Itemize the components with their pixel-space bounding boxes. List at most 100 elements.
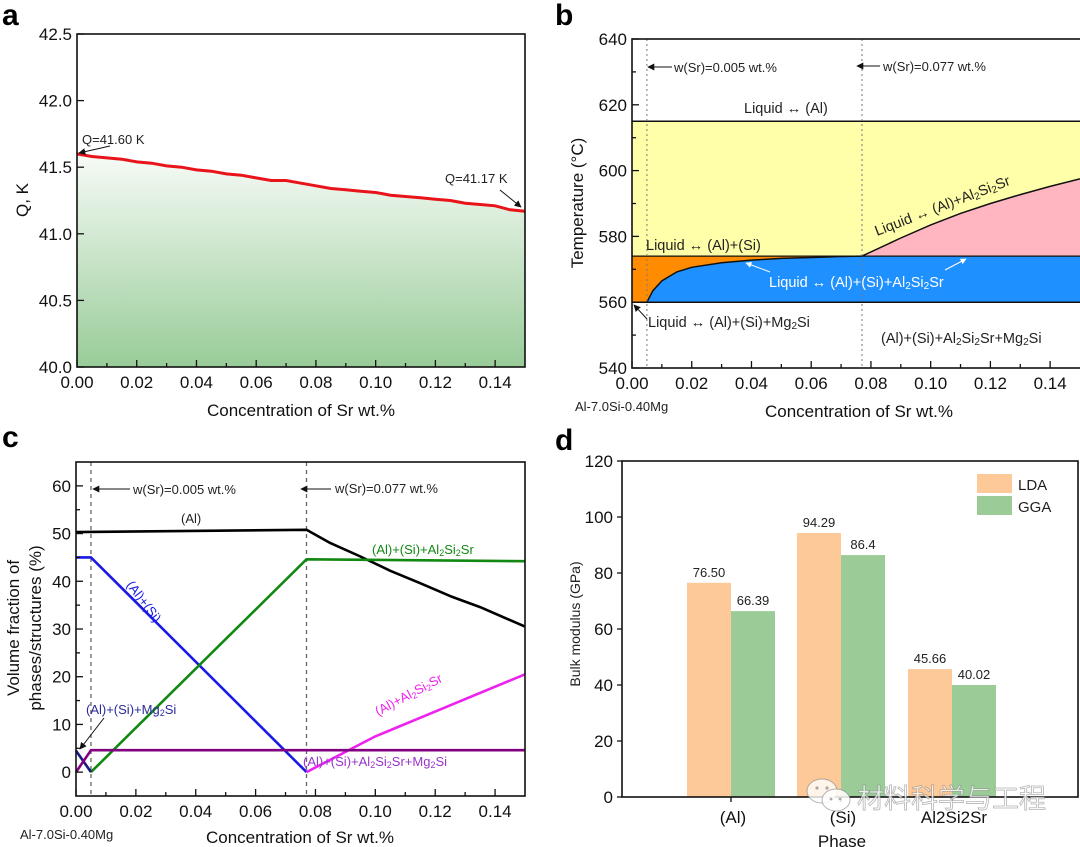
panel-c-ref-label-2: w(Sr)=0.077 wt.% bbox=[334, 481, 438, 496]
panel-c-ytick-label: 20 bbox=[52, 668, 71, 687]
panel-c-series-line-1 bbox=[75, 528, 526, 628]
panel-d-xtick-label: (Al) bbox=[720, 808, 746, 827]
panel-a-xtick-label: 0.04 bbox=[180, 373, 213, 392]
panel-letter-d: d bbox=[555, 424, 573, 457]
panel-a-annotation-start: Q=41.60 K bbox=[82, 132, 145, 147]
panel-c-chart: 0.00 0.02 0.04 0.06 0.08 0.10 0.12 0.14 0 10 20 30 4… bbox=[4, 461, 526, 847]
panel-d-ytick-label: 20 bbox=[594, 732, 613, 751]
panel-c-label-al-si-al2si2sr-mg2si: (Al)+(Si)+Al2Si2Sr+Mg2Si bbox=[303, 754, 447, 770]
panel-d-xtick-label: Al2Si2Sr bbox=[921, 808, 987, 827]
panel-b-ytick-label: 540 bbox=[599, 359, 627, 378]
panel-c-xtick-label: 0.02 bbox=[119, 802, 152, 821]
panel-b-xtick-label: 0.14 bbox=[1034, 374, 1067, 393]
bar-value-label: 76.50 bbox=[693, 565, 726, 580]
panel-b-frame bbox=[631, 38, 1080, 369]
legend-label-gga: GGA bbox=[1018, 499, 1051, 516]
panel-b-xtick-label: 0.10 bbox=[914, 374, 947, 393]
panel-b-composition-label: Al-7.0Si-0.40Mg bbox=[575, 399, 668, 414]
panel-d-ytick-label: 80 bbox=[594, 564, 613, 583]
panel-a-arrow-end-icon bbox=[499, 189, 522, 208]
bar-lda bbox=[687, 582, 731, 797]
panel-letter-b: b bbox=[555, 0, 573, 32]
bar-value-label: 66.39 bbox=[737, 593, 770, 608]
panel-b-blue-boundary-curve bbox=[646, 255, 863, 303]
panel-b-ytick-label: 560 bbox=[599, 293, 627, 312]
panel-b-ytick-label: 580 bbox=[599, 227, 627, 246]
wechat-icon bbox=[806, 778, 851, 812]
panel-d-ylabel: Bulk modulus (GPa) bbox=[567, 561, 583, 686]
bar-gga bbox=[841, 555, 885, 797]
panel-b-ylabel: Temperature (°C) bbox=[568, 138, 587, 269]
panel-b-label-liquid-al-si-al2si2sr: Liquid ↔ (Al)+(Si)+Al2Si2Sr bbox=[769, 275, 944, 292]
panel-b-white-arrow-left-icon bbox=[745, 262, 771, 273]
panel-a-ytick-label: 41.0 bbox=[39, 225, 72, 244]
panel-a-xlabel: Concentration of Sr wt.% bbox=[207, 401, 395, 420]
panel-a-xtick-label: 0.00 bbox=[60, 373, 93, 392]
panel-c-composition-label: Al-7.0Si-0.40Mg bbox=[20, 827, 113, 842]
bar-lda bbox=[797, 532, 841, 797]
panel-a-xtick-label: 0.06 bbox=[240, 373, 273, 392]
panel-c-xtick-label: 0.06 bbox=[239, 802, 272, 821]
legend-label-lda: LDA bbox=[1018, 477, 1047, 494]
panel-b-ytick-label: 600 bbox=[599, 162, 627, 181]
panel-d-ytick-label: 60 bbox=[594, 620, 613, 639]
panel-d-xtick-label: (Si) bbox=[830, 808, 856, 827]
panel-c-xtick-label: 0.10 bbox=[359, 802, 392, 821]
panel-a-q-line bbox=[76, 152, 526, 213]
panel-c-frame bbox=[75, 461, 526, 797]
panel-b-xtick-label: 0.08 bbox=[854, 374, 887, 393]
panel-c-label-al-si-al2si2sr: (Al)+(Si)+Al2Si2Sr bbox=[372, 542, 474, 558]
panel-a-xtick-label: 0.14 bbox=[479, 373, 512, 392]
panel-b-white-arrow-right-icon bbox=[944, 258, 967, 271]
panel-c-ytick-label: 50 bbox=[52, 525, 71, 544]
panel-a-ylabel: Q, K bbox=[13, 182, 32, 217]
bar-gga bbox=[731, 611, 775, 797]
panel-c-ytick-label: 10 bbox=[52, 715, 71, 734]
panel-c-series-line-4 bbox=[305, 673, 526, 774]
panel-b-label-liquid-al-si: Liquid ↔ (Al)+(Si) bbox=[646, 238, 761, 254]
panel-b-xtick-label: 0.04 bbox=[735, 374, 768, 393]
panel-c-label-al: (Al) bbox=[181, 511, 201, 526]
panel-b-ref-label-2: w(Sr)=0.077 wt.% bbox=[882, 59, 986, 74]
bar-value-label: 94.29 bbox=[803, 515, 836, 530]
panel-d-xlabel: Phase bbox=[818, 832, 866, 847]
panel-a-frame bbox=[76, 33, 526, 368]
panel-b-chart: 0.00 0.02 0.04 0.06 0.08 0.10 0.12 0.14 540 560 58… bbox=[568, 30, 1080, 421]
panel-c-label-al-si: (Al)+(Si) bbox=[124, 578, 165, 625]
panel-a-area-fill bbox=[77, 153, 525, 367]
panel-a-chart: 0.00 0.02 0.04 0.06 0.08 0.10 0.12 0.14 40.0 40.5… bbox=[13, 25, 526, 420]
panel-b-label-liquid-al-si-mg2si: Liquid ↔ (Al)+(Si)+Mg2Si bbox=[648, 315, 810, 332]
panel-a-ytick-label: 40.5 bbox=[39, 291, 72, 310]
panel-d-chart: 76.50 66.39 94.29 86.4 45.66 40.02 0 20 40 60 80 1… bbox=[567, 452, 1079, 847]
panel-c-ytick-label: 30 bbox=[52, 620, 71, 639]
panel-b-ytick-label: 620 bbox=[599, 96, 627, 115]
panel-a-ytick-label: 40.0 bbox=[39, 358, 72, 377]
panel-c-series-line-2 bbox=[76, 556, 308, 774]
legend-swatch-lda bbox=[977, 474, 1012, 493]
legend-swatch-gga bbox=[977, 496, 1012, 515]
panel-b-ref-label-1: w(Sr)=0.005 wt.% bbox=[673, 60, 777, 75]
panel-a-xtick-label: 0.12 bbox=[419, 373, 452, 392]
panel-a-ytick-label: 42.0 bbox=[39, 92, 72, 111]
panel-b-label-solid: (Al)+(Si)+Al2Si2Sr+Mg2Si bbox=[881, 331, 1042, 348]
panel-b-xtick-label: 0.06 bbox=[795, 374, 828, 393]
panel-c-ylabel-line2: phases/structures (%) bbox=[26, 545, 45, 710]
panel-d-ytick-label: 120 bbox=[585, 452, 613, 471]
panel-c-ytick-label: 40 bbox=[52, 572, 71, 591]
panel-a-ytick-label: 42.5 bbox=[39, 25, 72, 44]
panel-letter-a: a bbox=[2, 0, 19, 32]
bar-value-label: 45.66 bbox=[914, 651, 947, 666]
panel-c-ytick-label: 0 bbox=[62, 763, 71, 782]
panel-c-series-line-3 bbox=[90, 558, 526, 774]
panel-c-xtick-label: 0.00 bbox=[59, 802, 92, 821]
panel-d-ytick-label: 40 bbox=[594, 676, 613, 695]
bar-value-label: 86.4 bbox=[850, 537, 875, 552]
panel-a-xtick-label: 0.02 bbox=[120, 373, 153, 392]
panel-c-ytick-label: 60 bbox=[52, 477, 71, 496]
panel-a-xtick-label: 0.08 bbox=[299, 373, 332, 392]
bar-gga bbox=[952, 684, 996, 797]
panel-c-arrow-mg2si-icon bbox=[79, 717, 105, 750]
panel-a-ytick-label: 41.5 bbox=[39, 158, 72, 177]
panel-b-xtick-label: 0.12 bbox=[974, 374, 1007, 393]
